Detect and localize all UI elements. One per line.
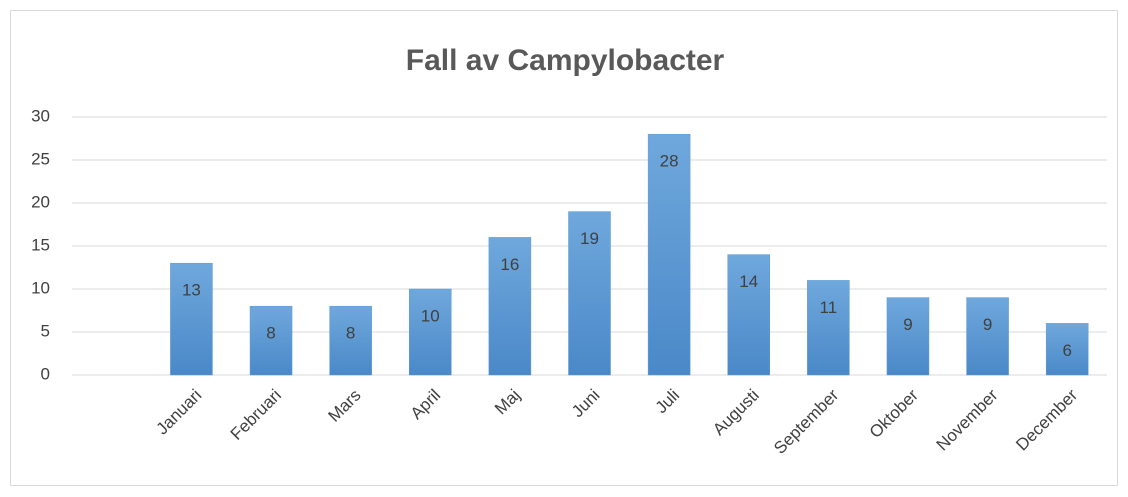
- bar: [170, 262, 213, 376]
- bar: [886, 297, 930, 376]
- bar: [966, 297, 1009, 376]
- bar: [1045, 323, 1089, 376]
- bar: [647, 133, 691, 376]
- bar: [329, 305, 372, 376]
- data-label: 6: [1062, 341, 1071, 360]
- chart-border: [10, 10, 1118, 486]
- data-label: 9: [983, 315, 992, 334]
- y-tick-label: 5: [41, 321, 50, 340]
- data-label: 28: [660, 152, 679, 171]
- y-tick-label: 15: [31, 235, 50, 254]
- bar: [409, 288, 452, 376]
- y-tick-label: 25: [31, 149, 50, 168]
- chart-title: Fall av Campylobacter: [406, 44, 725, 77]
- y-tick-label: 20: [31, 192, 50, 211]
- bar: [568, 211, 611, 376]
- data-label: 13: [182, 281, 201, 300]
- data-label: 10: [421, 306, 440, 325]
- data-label: 9: [903, 315, 912, 334]
- data-label: 14: [739, 272, 758, 291]
- data-label: 16: [500, 255, 519, 274]
- bar: [727, 254, 770, 376]
- data-label: 11: [820, 298, 838, 317]
- y-tick-label: 0: [41, 364, 50, 383]
- bar: [807, 280, 850, 376]
- y-tick-label: 30: [31, 106, 50, 125]
- bar: [488, 237, 532, 376]
- data-label: 19: [580, 229, 599, 248]
- data-label: 8: [346, 324, 355, 343]
- data-label: 8: [266, 324, 275, 343]
- bar: [249, 305, 293, 376]
- y-tick-label: 10: [31, 278, 50, 297]
